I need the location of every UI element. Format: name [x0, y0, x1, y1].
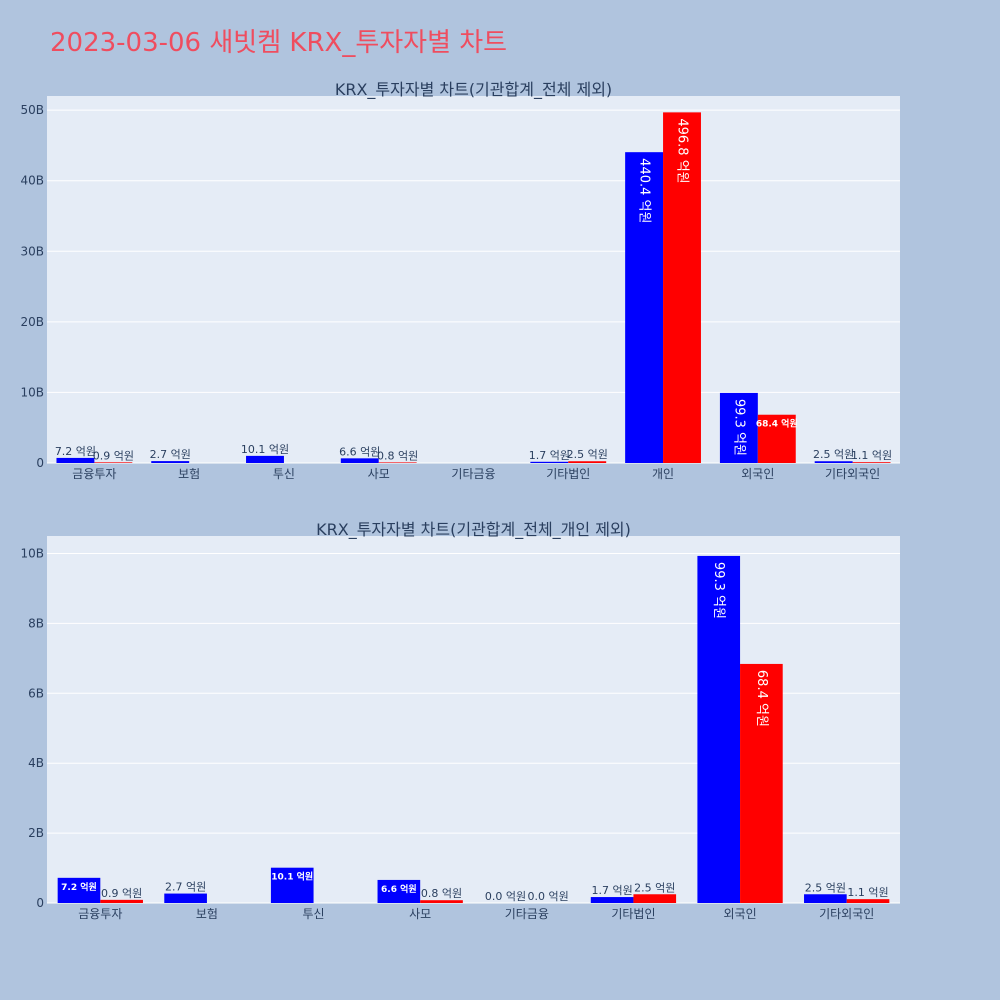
y-tick-label: 4B	[28, 756, 44, 770]
bar	[246, 455, 284, 463]
data-label: 440.4 억원	[637, 158, 652, 223]
bar	[151, 461, 190, 463]
y-tick-label: 0	[36, 456, 44, 470]
x-tick-label: 보험	[178, 467, 200, 481]
x-tick-label: 사모	[368, 467, 390, 481]
data-label: 10.1 억원	[271, 871, 313, 883]
y-tick-label: 40B	[20, 174, 44, 188]
bar	[100, 899, 143, 903]
bar	[590, 897, 634, 903]
bar	[804, 894, 847, 903]
y-tick-label: 10B	[20, 546, 44, 560]
x-tick-label: 기타법인	[546, 467, 590, 481]
data-label: 68.4 억원	[754, 670, 769, 727]
data-label: 2.5 억원	[813, 448, 854, 461]
x-tick-label: 기타법인	[611, 907, 655, 921]
data-label: 99.3 억원	[711, 562, 726, 619]
y-tick-label: 0	[36, 896, 44, 910]
bar	[846, 899, 890, 903]
x-tick-label: 기타금융	[451, 467, 495, 481]
data-label: 99.3 억원	[731, 399, 746, 456]
bar	[697, 555, 741, 903]
x-tick-label: 금융투자	[72, 467, 116, 481]
bar	[340, 458, 379, 463]
data-label: 2.7 억원	[165, 881, 206, 894]
bar	[719, 392, 758, 463]
x-tick-label: 금융투자	[78, 907, 122, 921]
x-tick-label: 사모	[409, 907, 431, 921]
bar	[852, 462, 891, 463]
data-label: 7.2 억원	[61, 881, 97, 893]
y-tick-label: 50B	[20, 103, 44, 117]
data-label: 1.7 억원	[591, 884, 632, 897]
data-label: 1.1 억원	[847, 886, 888, 899]
x-tick-label: 투신	[303, 907, 325, 921]
chart-2: 0 2B 4B 6B 8B 10B KRX_투자자별 차트(기관합계_전체_개인 제외) 금융…	[20, 520, 900, 921]
data-label: 7.2 억원	[55, 445, 96, 458]
bar	[568, 461, 607, 463]
y-tick-label: 30B	[20, 244, 44, 258]
data-label: 0.9 억원	[101, 887, 142, 900]
bar	[270, 867, 314, 903]
x-tick-label: 투신	[273, 467, 295, 481]
bar	[420, 900, 463, 903]
x-tick-label: 외국인	[741, 467, 774, 481]
x-tick-label: 외국인	[724, 907, 757, 921]
data-label: 0.8 억원	[421, 887, 462, 900]
x-tick-label: 기타금융	[505, 907, 549, 921]
bar	[377, 879, 421, 903]
y-tick-label: 20B	[20, 315, 44, 329]
data-label: 0.8 억원	[377, 449, 418, 462]
bar	[757, 414, 796, 463]
x-tick-label: 개인	[652, 467, 674, 481]
y-tick-label: 10B	[20, 385, 44, 399]
chart-1: 0 10B 20B 30B 40B 50B KRX_투자자별 차트(기관합계_전체 제외) 금…	[20, 80, 900, 481]
data-label: 0.0 억원	[485, 890, 526, 903]
y-tick-label: 6B	[28, 686, 44, 700]
bar	[663, 112, 701, 464]
page-title: 2023-03-06 새빗켐 KRX_투자자별 차트	[50, 28, 508, 58]
data-label: 496.8 억원	[675, 118, 690, 183]
chart-title: KRX_투자자별 차트(기관합계_전체_개인 제외)	[316, 520, 631, 540]
data-label: 68.4 억원	[756, 418, 798, 430]
bar	[57, 877, 101, 903]
bar	[164, 893, 207, 903]
data-label: 2.5 억원	[567, 448, 608, 461]
y-tick-label: 8B	[28, 616, 44, 630]
x-tick-label: 기타외국인	[825, 467, 880, 481]
x-tick-label: 보험	[196, 907, 218, 921]
data-label: 6.6 억원	[381, 883, 417, 895]
y-tick-label: 2B	[28, 826, 44, 840]
data-label: 0.9 억원	[93, 449, 134, 462]
data-label: 6.6 억원	[339, 445, 380, 458]
bar	[530, 461, 569, 463]
bar	[56, 457, 95, 463]
plot-area	[47, 96, 900, 463]
data-label: 1.1 억원	[851, 449, 892, 462]
chart-title: KRX_투자자별 차트(기관합계_전체 제외)	[335, 80, 612, 100]
bar	[378, 462, 417, 463]
data-label: 1.7 억원	[529, 449, 570, 462]
bar	[94, 462, 133, 463]
bar	[814, 461, 853, 463]
bar	[740, 663, 783, 903]
data-label: 2.5 억원	[805, 881, 846, 894]
data-label: 2.5 억원	[634, 881, 675, 894]
data-label: 2.7 억원	[150, 448, 191, 461]
data-label: 0.0 억원	[528, 890, 569, 903]
data-label: 10.1 억원	[241, 443, 289, 456]
bar	[625, 152, 664, 463]
bar	[633, 894, 677, 903]
x-tick-label: 기타외국인	[819, 907, 874, 921]
